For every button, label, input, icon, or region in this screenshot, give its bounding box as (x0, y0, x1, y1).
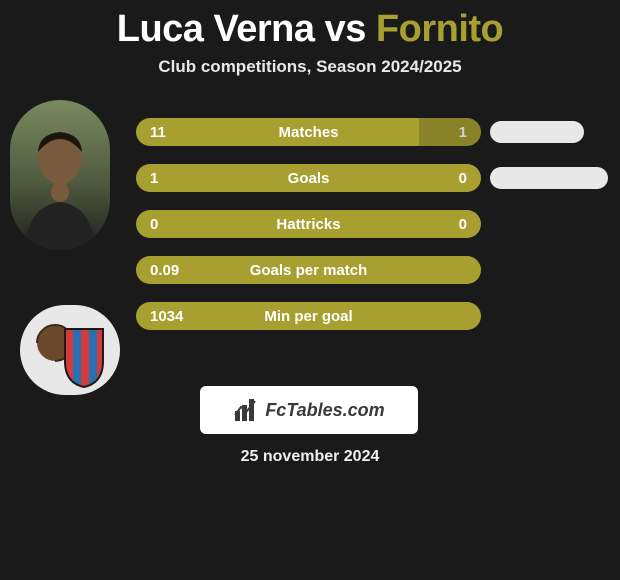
generated-date: 25 november 2024 (0, 448, 620, 466)
title-player2: Fornito (376, 8, 503, 50)
stat-right-value: 0 (459, 170, 467, 187)
stat-side-pill (490, 167, 608, 189)
stat-label: Goals (136, 170, 481, 187)
stat-right-value: 0 (459, 216, 467, 233)
chart-logo-icon (233, 397, 259, 423)
stat-left-value: 0 (150, 216, 158, 233)
player2-club-crest (20, 305, 120, 395)
person-silhouette-icon (15, 120, 105, 250)
title-player1: Luca Verna (117, 8, 315, 50)
stat-row: 0Hattricks0 (136, 210, 481, 238)
stat-left-value: 1034 (150, 308, 183, 325)
stat-label: Goals per match (136, 262, 481, 279)
stat-label: Hattricks (136, 216, 481, 233)
stat-row: 11Matches1 (136, 118, 481, 146)
stat-label: Min per goal (136, 308, 481, 325)
stat-left-value: 1 (150, 170, 158, 187)
badge-text: FcTables.com (265, 400, 384, 421)
stat-row: 1034Min per goal (136, 302, 481, 330)
stat-left-value: 11 (150, 124, 166, 141)
stat-row: 0.09Goals per match (136, 256, 481, 284)
stat-left-value: 0.09 (150, 262, 179, 279)
fctables-badge[interactable]: FcTables.com (200, 386, 418, 434)
player1-avatar (10, 100, 110, 250)
page-title: Luca Verna vs Fornito (0, 0, 620, 51)
stat-row: 1Goals0 (136, 164, 481, 192)
stat-right-bar (419, 118, 481, 146)
stat-side-pill (490, 121, 584, 143)
subtitle: Club competitions, Season 2024/2025 (0, 57, 620, 77)
stat-rows: 11Matches11Goals00Hattricks00.09Goals pe… (136, 118, 481, 348)
club-crest-icon (31, 311, 109, 389)
title-vs: vs (325, 8, 366, 50)
